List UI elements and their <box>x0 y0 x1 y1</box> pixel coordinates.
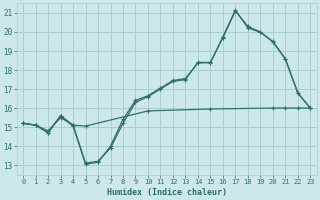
X-axis label: Humidex (Indice chaleur): Humidex (Indice chaleur) <box>107 188 227 197</box>
